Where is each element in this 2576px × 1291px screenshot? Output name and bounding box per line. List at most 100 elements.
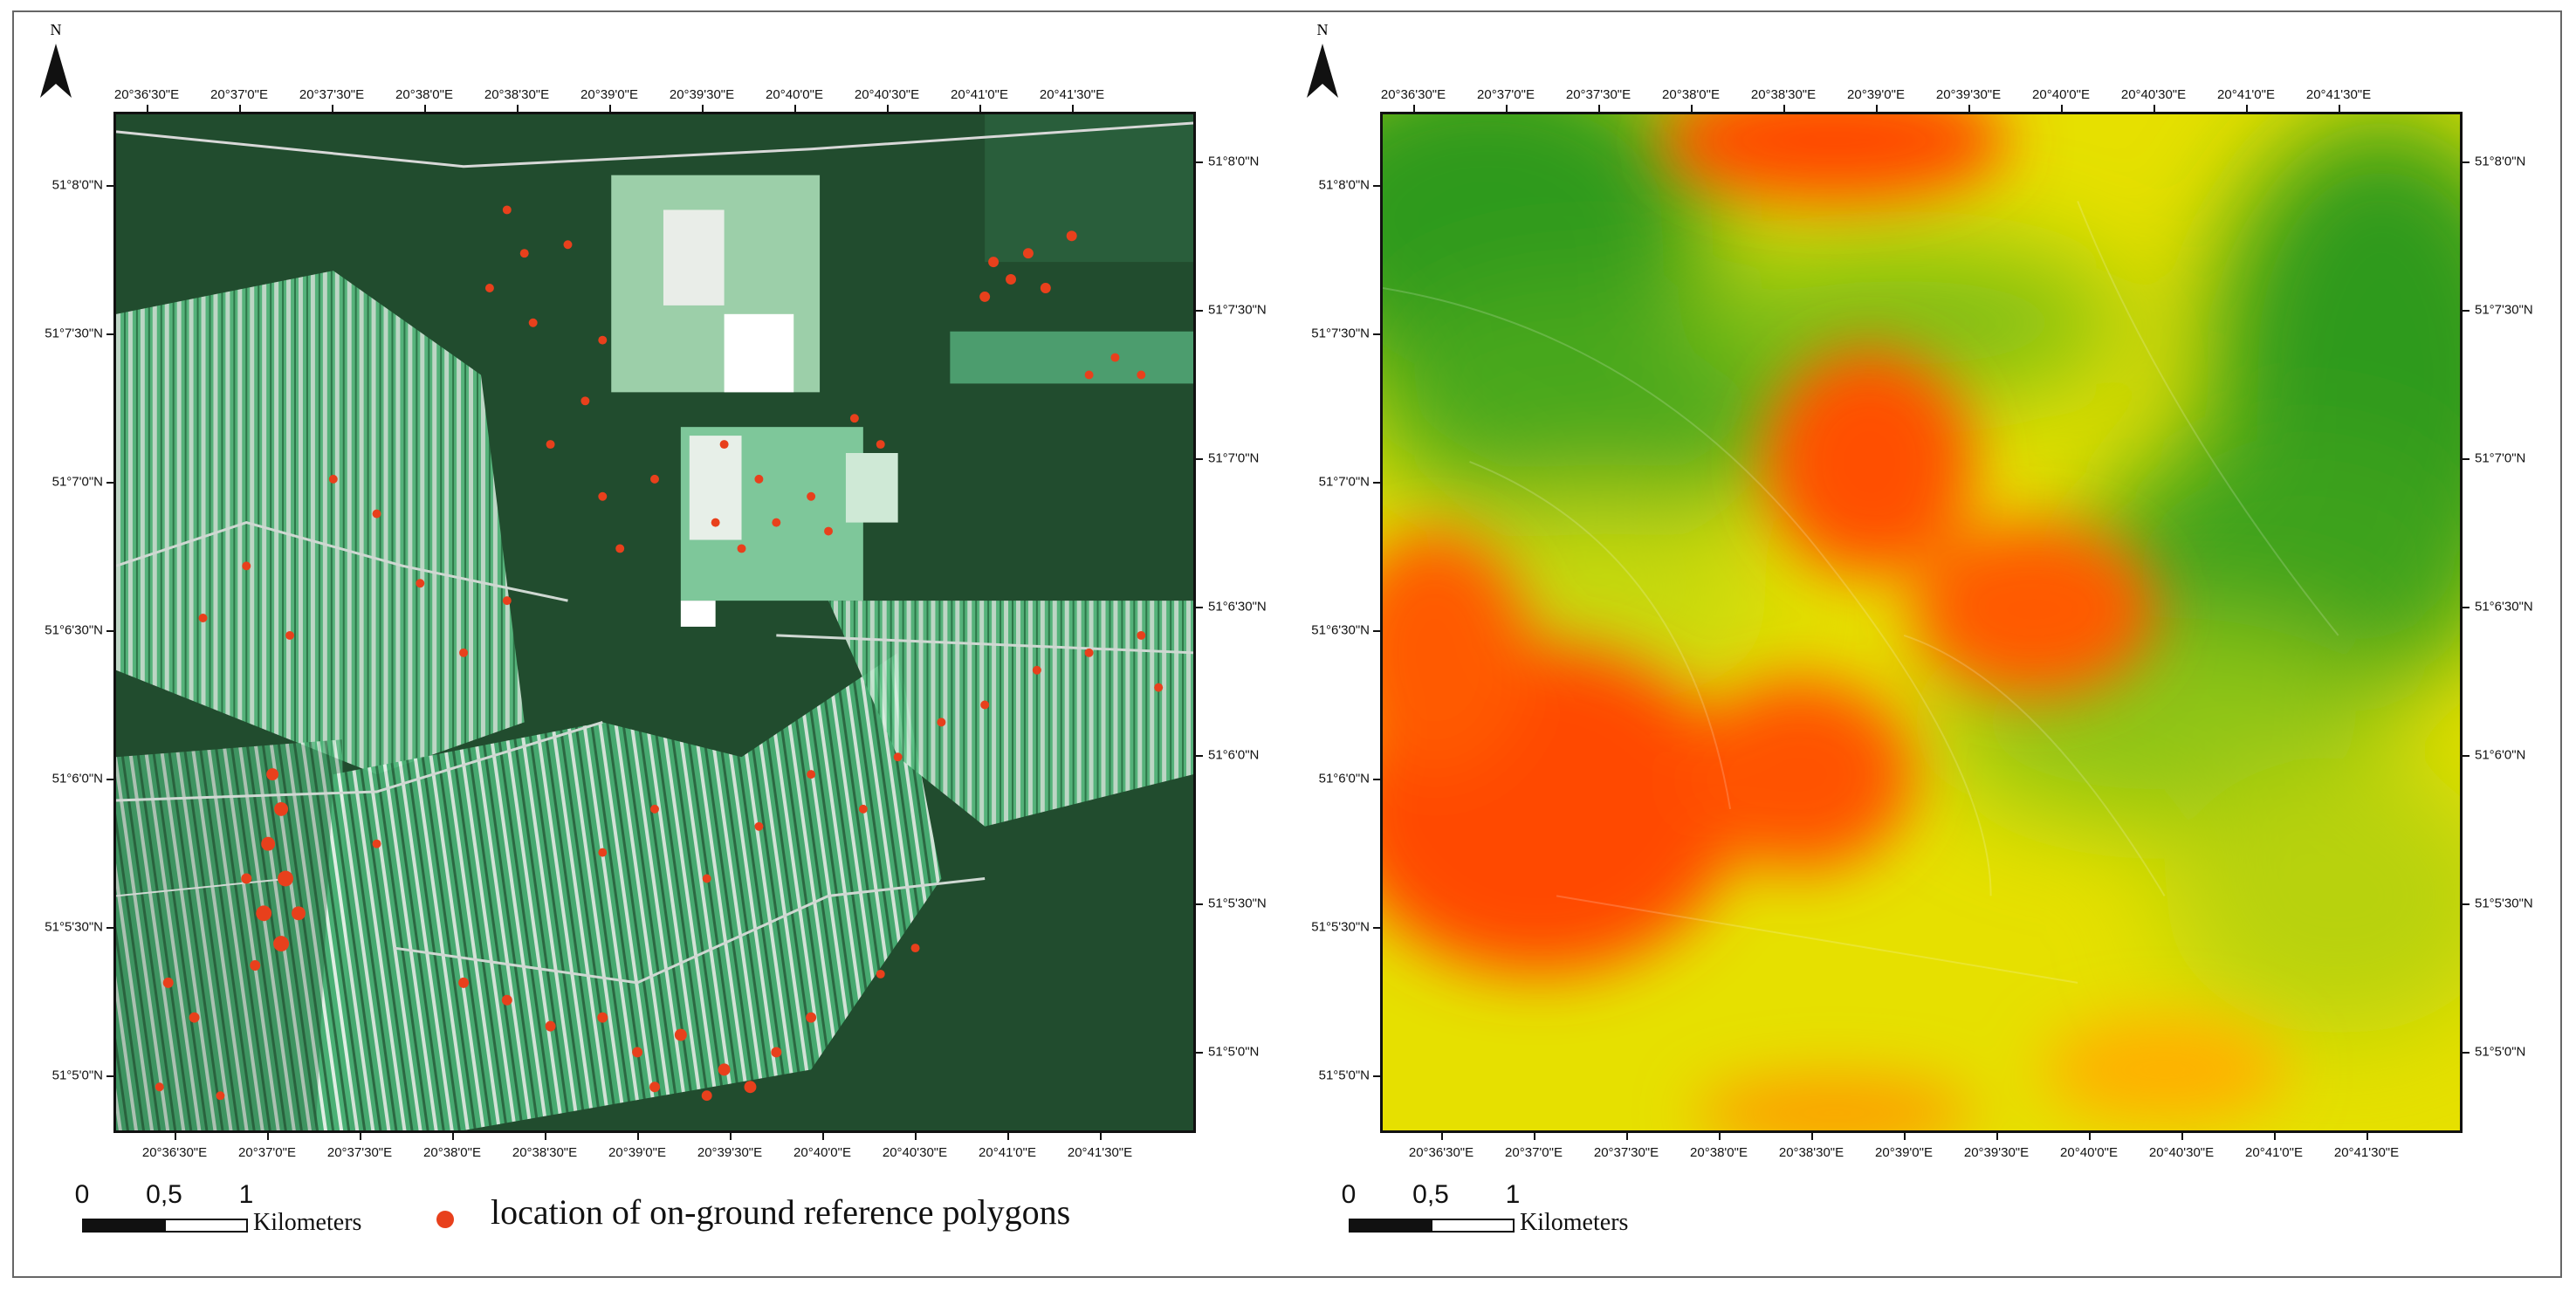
longitude-tick-label: 20°40'0"E [2060,1145,2118,1160]
longitude-tick-label: 20°40'30"E [882,1145,948,1160]
longitude-tick-label: 20°41'30"E [1067,1145,1133,1160]
longitude-tick-label: 20°40'30"E [2148,1145,2215,1160]
tick-mark [267,1133,269,1140]
longitude-tick-label: 20°37'0"E [238,1145,296,1160]
tick-mark [794,105,796,112]
latitude-tick-label: 51°5'0"N [1318,1068,1370,1083]
latitude-tick-label: 51°5'0"N [52,1068,103,1083]
tick-mark [106,185,113,187]
elevation-image [1383,114,2460,1130]
longitude-tick-label: 20°36'30"E [1408,1145,1474,1160]
latitude-tick-label: 51°7'0"N [1318,474,1370,490]
latitude-tick-label: 51°6'0"N [1208,747,1260,763]
tick-mark [1506,105,1508,112]
longitude-tick-label: 20°38'0"E [1690,1145,1748,1160]
tick-mark [915,1133,917,1140]
latitude-tick-label: 51°6'0"N [2475,747,2526,763]
tick-mark [1196,903,1203,905]
tick-mark [2061,105,2063,112]
longitude-tick-label: 20°39'30"E [669,87,735,102]
tick-mark [1373,185,1380,187]
longitude-tick-label: 20°37'30"E [326,1145,393,1160]
tick-mark [2463,458,2470,460]
longitude-tick-label: 20°40'0"E [766,87,823,102]
tick-mark [1373,482,1380,484]
tick-mark [106,333,113,335]
scale-number: 0,5 [146,1180,182,1209]
tick-mark [1904,1133,1906,1140]
tick-mark [1007,1133,1009,1140]
latitude-tick-label: 51°6'30"N [2475,599,2533,615]
north-arrow-icon [40,44,72,98]
tick-mark [702,105,704,112]
longitude-tick-label: 20°39'30"E [1935,87,2002,102]
north-label: N [1316,21,1329,38]
elevation-map[interactable] [1380,112,2463,1133]
tick-mark [1196,458,1203,460]
longitude-tick-label: 20°39'30"E [1963,1145,2030,1160]
tick-mark [2463,1052,2470,1054]
longitude-tick-label: 20°38'30"E [512,1145,578,1160]
longitude-tick-label: 20°37'30"E [1593,1145,1659,1160]
longitude-tick-label: 20°41'0"E [2245,1145,2303,1160]
longitude-tick-label: 20°41'30"E [1039,87,1105,102]
tick-mark [1196,161,1203,163]
satellite-image [116,114,1193,1130]
longitude-tick-label: 20°38'30"E [484,87,550,102]
tick-mark [2366,1133,2368,1140]
tick-mark [517,105,519,112]
tick-mark [1968,105,1970,112]
tick-mark [1441,1133,1443,1140]
tick-mark [106,779,113,780]
longitude-tick-label: 20°37'30"E [299,87,365,102]
tick-mark [887,105,889,112]
tick-mark [239,105,241,112]
tick-mark [452,1133,454,1140]
tick-mark [1196,310,1203,312]
longitude-tick-label: 20°39'30"E [697,1145,763,1160]
longitude-tick-label: 20°37'0"E [210,87,268,102]
longitude-tick-label: 20°37'0"E [1505,1145,1563,1160]
tick-mark [2246,105,2248,112]
tick-mark [1373,927,1380,929]
tick-mark [424,105,426,112]
tick-mark [1598,105,1600,112]
scale-bar-black [1349,1219,1432,1233]
tick-mark [1876,105,1878,112]
longitude-tick-label: 20°36'30"E [1380,87,1446,102]
longitude-tick-label: 20°40'0"E [793,1145,851,1160]
tick-mark [106,630,113,632]
legend-label: location of on-ground reference polygons [491,1192,1071,1232]
tick-mark [1691,105,1693,112]
tick-mark [2463,310,2470,312]
tick-mark [1373,333,1380,335]
tick-mark [2463,903,2470,905]
longitude-tick-label: 20°37'30"E [1565,87,1631,102]
latitude-tick-label: 51°7'0"N [1208,450,1260,466]
scale-number: 1 [238,1180,254,1209]
tick-mark [106,482,113,484]
latitude-tick-label: 51°8'0"N [1208,154,1260,169]
north-arrow-right: N [1305,21,1340,100]
latitude-tick-label: 51°6'0"N [52,771,103,786]
longitude-tick-label: 20°40'0"E [2032,87,2090,102]
longitude-tick-label: 20°36'30"E [141,1145,208,1160]
satellite-map[interactable] [113,112,1196,1133]
tick-mark [147,105,148,112]
longitude-tick-label: 20°41'0"E [951,87,1008,102]
longitude-tick-label: 20°38'30"E [1750,87,1817,102]
tick-mark [2463,755,2470,757]
tick-mark [106,927,113,929]
tick-mark [1196,1052,1203,1054]
latitude-tick-label: 51°5'0"N [1208,1044,1260,1060]
latitude-tick-label: 51°5'30"N [2475,896,2533,911]
tick-mark [1811,1133,1813,1140]
scale-bar-white [1431,1219,1515,1233]
longitude-tick-label: 20°40'30"E [854,87,920,102]
longitude-tick-label: 20°37'0"E [1477,87,1535,102]
tick-mark [1783,105,1785,112]
longitude-tick-label: 20°39'0"E [580,87,638,102]
tick-mark [2154,105,2155,112]
longitude-tick-label: 20°39'0"E [1847,87,1905,102]
latitude-tick-label: 51°6'0"N [1318,771,1370,786]
